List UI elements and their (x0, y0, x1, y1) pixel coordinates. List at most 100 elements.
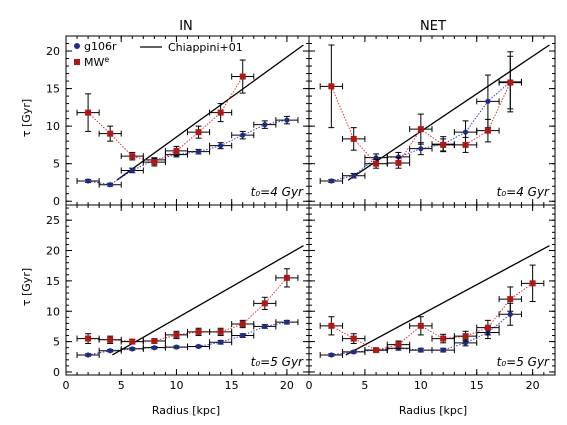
point-g106r (240, 132, 246, 138)
panel-0: 0 5 10 15 20 t₀=4 Gyr (46, 35, 310, 208)
point-mw (217, 109, 224, 116)
legend-label-chiappini: Chiappini+01 (168, 41, 243, 54)
point-g106r (151, 345, 157, 351)
point-mw (484, 324, 491, 331)
point-mw (440, 335, 447, 342)
point-g106r (462, 340, 469, 346)
point-mw (151, 338, 158, 344)
panel-2: 0 5 10 15 20 0 5 10 15 20 25 t₀=5 Gyr (46, 204, 310, 392)
point-mw (261, 300, 268, 307)
point-mw (195, 129, 202, 136)
point-g106r (418, 347, 424, 353)
legend-label-g106r: g106r (84, 40, 117, 53)
point-mw (417, 322, 424, 329)
legend-label-mw-text: MW (84, 56, 104, 69)
x-tick-label: 5 (361, 379, 368, 392)
point-g106r (351, 173, 357, 179)
y-tick-label: 5 (53, 336, 60, 349)
legend-label-mw-sup: e (104, 55, 109, 64)
point-g106r (462, 129, 469, 135)
model-line-chiappini (347, 44, 550, 181)
point-mw (328, 83, 335, 90)
point-g106r (218, 143, 224, 149)
point-g106r (485, 98, 491, 104)
series-line-g106r (88, 119, 288, 186)
point-mw (350, 335, 357, 342)
point-mw (173, 331, 180, 338)
y-tick-label: 0 (53, 366, 60, 379)
point-mw (373, 347, 380, 354)
model-line-chiappini (112, 245, 304, 356)
point-g106r (85, 352, 91, 358)
col-title-in: IN (179, 19, 193, 34)
point-mw (507, 79, 514, 86)
point-mw (107, 336, 114, 343)
point-mw (239, 321, 246, 327)
point-mw (417, 126, 424, 133)
x-tick-label: 20 (526, 379, 540, 392)
annotation-t0: t₀=4 Gyr (497, 185, 550, 199)
y-tick-label: 20 (46, 245, 60, 258)
col-title-net: NET (420, 19, 446, 34)
panels: 0 5 10 15 20 t₀=4 Gyr t₀=4 Gyr 0 5 10 15 20 0 5 10 15 20… (46, 35, 556, 392)
point-mw (151, 159, 158, 166)
point-g106r (107, 348, 113, 354)
point-mw (129, 338, 136, 345)
point-g106r (328, 178, 334, 184)
point-mw (507, 296, 514, 303)
point-g106r (107, 182, 113, 188)
x-tick-label: 5 (118, 379, 125, 392)
y-tick-label: 15 (46, 83, 60, 96)
series-line-mw (87, 76, 244, 163)
point-mw (85, 335, 92, 342)
point-mw (173, 147, 180, 154)
point-g106r (328, 352, 334, 358)
point-g106r (195, 149, 202, 155)
point-mw (107, 130, 114, 137)
point-g106r (173, 344, 180, 350)
panel-1: t₀=4 Gyr (308, 35, 556, 206)
y-tick-label: 10 (46, 305, 60, 318)
x-axis-label-right: Radius [kpc] (399, 404, 467, 417)
point-g106r (395, 154, 402, 160)
y-tick-label: 10 (46, 120, 60, 133)
x-tick-label: 20 (280, 379, 294, 392)
point-g106r (507, 311, 513, 317)
point-mw (217, 328, 224, 335)
annotation-t0: t₀=5 Gyr (251, 355, 304, 369)
y-axis-label-bottom: τ [Gyr] (20, 268, 33, 306)
y-tick-label: 25 (46, 214, 60, 227)
point-g106r (284, 117, 290, 123)
y-tick-label: 20 (46, 45, 60, 58)
legend-marker-g106r (74, 43, 80, 49)
annotation-t0: t₀=4 Gyr (251, 185, 304, 199)
y-tick-label: 0 (53, 195, 60, 208)
point-g106r (218, 339, 224, 345)
point-g106r (85, 178, 91, 184)
series-line-g106r (331, 81, 511, 182)
x-tick-label: 15 (225, 379, 239, 392)
point-g106r (351, 349, 357, 355)
point-mw (129, 153, 136, 160)
legend-marker-mw (74, 59, 80, 65)
point-g106r (284, 319, 290, 325)
y-axis-label-top: τ [Gyr] (20, 99, 33, 137)
series-line-g106r (331, 313, 511, 356)
x-tick-label: 10 (169, 379, 183, 392)
x-tick-label: 10 (414, 379, 428, 392)
point-g106r (129, 167, 135, 174)
x-axis-label-left: Radius [kpc] (152, 404, 220, 417)
y-tick-label: 15 (46, 275, 60, 288)
point-mw (283, 274, 290, 281)
point-g106r (262, 122, 268, 128)
point-mw (395, 159, 402, 166)
annotation-t0: t₀=5 Gyr (497, 355, 550, 369)
point-mw (328, 322, 335, 329)
panel-frame (308, 204, 556, 376)
point-mw (462, 141, 469, 148)
point-mw (239, 73, 246, 80)
point-mw (529, 280, 536, 287)
point-g106r (440, 347, 446, 353)
point-mw (195, 328, 202, 335)
